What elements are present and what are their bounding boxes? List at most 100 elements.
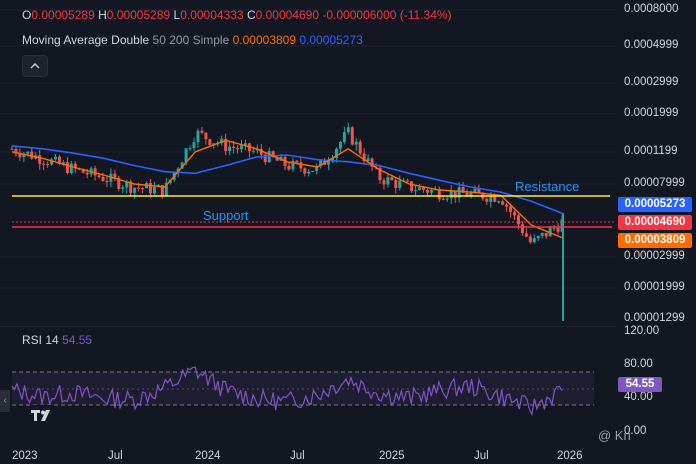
candle-body (105, 181, 109, 183)
time-axis-label: Jul (474, 450, 489, 462)
candle-body (220, 138, 224, 144)
candle-body (303, 168, 307, 174)
candle-body (524, 233, 528, 237)
candle-body (461, 187, 465, 193)
ma-slow-value: 0.00005273 (299, 33, 363, 47)
candle-body (477, 188, 481, 193)
close-label: C (246, 8, 256, 22)
candle-body (14, 148, 18, 154)
candle-body (188, 148, 192, 150)
candle-body (414, 190, 418, 192)
candle-body (113, 173, 117, 178)
candle-body (125, 181, 129, 188)
ma-fast-price-tag: 0.00003809 (618, 233, 692, 248)
price-chart[interactable]: Resistance Support (0, 0, 616, 325)
candle-body (378, 167, 382, 181)
candle-body (441, 199, 445, 201)
candle-body (548, 227, 552, 237)
support-label: Support (203, 208, 249, 223)
candle-body (152, 186, 156, 194)
time-axis-label: 2023 (12, 450, 38, 462)
candle-body (54, 156, 58, 160)
candle-body (224, 138, 228, 152)
time-axis-label: 2026 (557, 450, 583, 462)
candle-body (394, 180, 398, 188)
candle-body (544, 232, 548, 237)
rsi-value-tag: 54.55 (618, 377, 662, 392)
candle-body (93, 168, 97, 176)
candle-body (501, 201, 505, 205)
price-axis-label: 0.00002999 (624, 250, 685, 262)
candle-body (410, 181, 414, 191)
rsi-value: 54.55 (62, 333, 93, 347)
candle-body (69, 163, 73, 174)
price-axis-label: 0.00007999 (624, 177, 685, 189)
candle-body (334, 148, 338, 159)
rsi-chart[interactable] (0, 326, 616, 444)
candle-body (239, 145, 243, 150)
candle-body (129, 181, 133, 193)
candle-body (315, 166, 319, 172)
candle-body (422, 187, 426, 190)
tradingview-logo-icon[interactable] (28, 405, 56, 425)
candle-body (552, 227, 556, 229)
change-value: -0.000006000 (-11.34%) (322, 8, 452, 22)
candle-body (497, 201, 501, 203)
candle-body (243, 143, 247, 146)
candle-body (251, 150, 255, 152)
candle-body (208, 139, 212, 145)
candle-body (160, 185, 164, 196)
candle-body (26, 151, 30, 154)
price-axis-label: 0.0004999 (624, 39, 679, 51)
candle-body (204, 132, 208, 140)
candle-body (338, 142, 342, 149)
candle-body (509, 206, 513, 213)
candle-body (382, 180, 386, 185)
ma-legend[interactable]: Moving Average Double 50 200 Simple 0.00… (22, 33, 363, 47)
candle-body (390, 177, 394, 181)
chevron-left-icon: ‹ (3, 395, 7, 406)
candle-body (148, 183, 152, 194)
ma-fast-value: 0.00003809 (232, 33, 297, 47)
candle-body (532, 238, 536, 243)
candle-body (453, 190, 457, 198)
scroll-left-button[interactable]: ‹ (0, 390, 10, 412)
candle-body (398, 180, 402, 188)
rsi-legend[interactable]: RSI 14 54.55 (22, 333, 92, 347)
ma-200-line (11, 145, 563, 215)
candle-body (287, 166, 291, 170)
candle-body (516, 215, 520, 225)
candle-body (73, 163, 77, 169)
candle-body (457, 187, 461, 198)
candle-body (520, 224, 524, 234)
candle-body (61, 162, 65, 164)
candle-body (358, 141, 362, 154)
candle-body (307, 171, 311, 174)
candle-body (22, 153, 26, 158)
rsi-axis-label: 80.00 (624, 358, 653, 370)
candle-body (437, 189, 441, 200)
time-axis-label: 2025 (379, 450, 405, 462)
candle-body (556, 227, 560, 232)
candle-body (505, 204, 509, 207)
open-label: O (22, 8, 32, 22)
resistance-label: Resistance (515, 179, 579, 194)
collapse-legend-button[interactable] (22, 55, 48, 77)
candle-body (57, 156, 61, 164)
high-value: 0.00005289 (106, 8, 171, 22)
candle-body (536, 236, 540, 239)
rsi-axis-label: 0.00 (624, 425, 647, 437)
candle-body (180, 162, 184, 169)
ma-name: Moving Average Double (22, 33, 150, 47)
candle-body (121, 187, 125, 189)
candle-body (18, 153, 22, 158)
high-label: H (98, 8, 107, 22)
candle-body (228, 146, 232, 152)
candle-body (418, 187, 422, 191)
ohlc-legend: O0.00005289 H0.00005289 L0.00004333 C0.0… (22, 8, 452, 22)
candle-body (232, 146, 236, 148)
candle-body (346, 127, 350, 133)
candle-body (10, 148, 14, 150)
price-axis-label: 0.00001299 (624, 312, 685, 324)
candle-body (429, 189, 433, 193)
